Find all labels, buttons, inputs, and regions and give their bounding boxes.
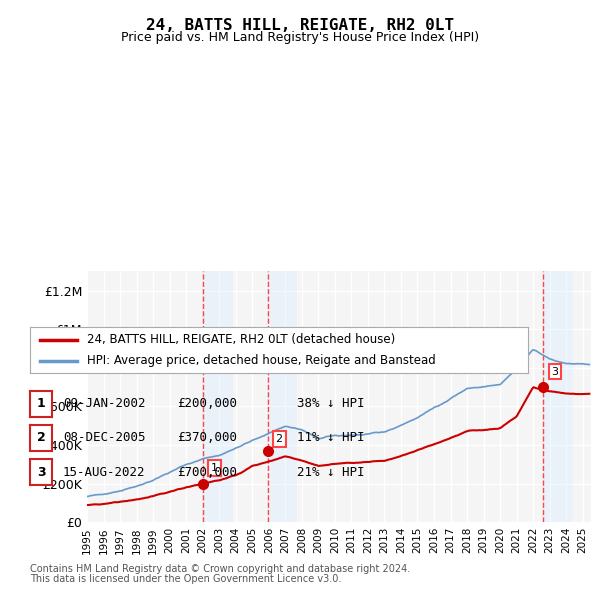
Text: 24, BATTS HILL, REIGATE, RH2 0LT: 24, BATTS HILL, REIGATE, RH2 0LT bbox=[146, 18, 454, 32]
Text: Price paid vs. HM Land Registry's House Price Index (HPI): Price paid vs. HM Land Registry's House … bbox=[121, 31, 479, 44]
Text: 2: 2 bbox=[37, 431, 46, 444]
Text: HPI: Average price, detached house, Reigate and Banstead: HPI: Average price, detached house, Reig… bbox=[87, 354, 436, 367]
Text: £700,000: £700,000 bbox=[177, 466, 237, 478]
Text: £370,000: £370,000 bbox=[177, 431, 237, 444]
Text: 1: 1 bbox=[37, 397, 46, 410]
Text: 3: 3 bbox=[37, 466, 46, 478]
Bar bbox=[542, 271, 573, 522]
Bar bbox=[202, 271, 233, 522]
Text: 38% ↓ HPI: 38% ↓ HPI bbox=[297, 397, 365, 410]
Text: 15-AUG-2022: 15-AUG-2022 bbox=[63, 466, 146, 478]
Text: 08-DEC-2005: 08-DEC-2005 bbox=[63, 431, 146, 444]
Text: 2: 2 bbox=[275, 434, 283, 444]
Text: £200,000: £200,000 bbox=[177, 397, 237, 410]
Bar bbox=[267, 271, 298, 522]
Text: 3: 3 bbox=[551, 367, 559, 376]
Text: 1: 1 bbox=[211, 463, 218, 473]
Text: 11% ↓ HPI: 11% ↓ HPI bbox=[297, 431, 365, 444]
Text: This data is licensed under the Open Government Licence v3.0.: This data is licensed under the Open Gov… bbox=[30, 574, 341, 584]
Text: 21% ↓ HPI: 21% ↓ HPI bbox=[297, 466, 365, 478]
Text: Contains HM Land Registry data © Crown copyright and database right 2024.: Contains HM Land Registry data © Crown c… bbox=[30, 564, 410, 574]
Text: 24, BATTS HILL, REIGATE, RH2 0LT (detached house): 24, BATTS HILL, REIGATE, RH2 0LT (detach… bbox=[87, 333, 395, 346]
Text: 09-JAN-2002: 09-JAN-2002 bbox=[63, 397, 146, 410]
